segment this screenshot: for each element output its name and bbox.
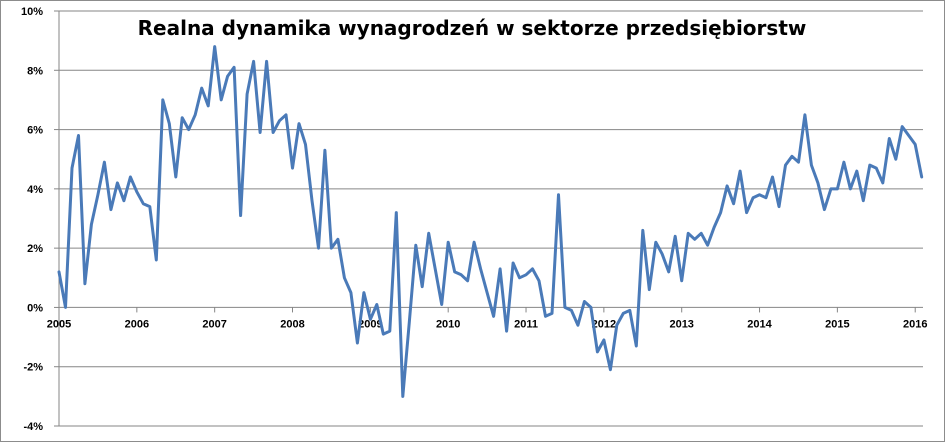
y-tick-label: 0% — [27, 302, 43, 314]
y-tick-label: 2% — [27, 243, 43, 255]
x-tick-label: 2009 — [358, 318, 382, 330]
y-tick-label: -4% — [23, 421, 43, 433]
x-tick-label: 2005 — [47, 318, 71, 330]
series-layer — [57, 45, 924, 398]
x-tick-label: 2013 — [669, 318, 693, 330]
x-tick-label: 2007 — [202, 318, 226, 330]
y-tick-label: 8% — [27, 65, 43, 77]
x-tick-label: 2008 — [280, 318, 304, 330]
y-tick-label: 4% — [27, 184, 43, 196]
x-tick-label: 2011 — [514, 318, 538, 330]
axes — [54, 10, 923, 427]
x-tick-label: 2014 — [747, 318, 772, 330]
x-tick-label: 2015 — [825, 318, 849, 330]
x-tick-label: 2016 — [903, 318, 927, 330]
series-line — [57, 45, 924, 398]
y-tick-labels: 10% 8% 6% 4% 2% 0% -2% -4% — [21, 6, 43, 433]
chart-title: Realna dynamika wynagrodzeń w sektorze p… — [138, 16, 807, 40]
x-tick-label: 2012 — [592, 318, 616, 330]
y-tick-label: -2% — [23, 362, 43, 374]
y-tick-label: 6% — [27, 125, 43, 137]
gridlines — [59, 10, 923, 427]
x-tick-labels: 2005 2006 2007 2008 2009 2010 2011 2012 2013 2014… — [47, 318, 928, 330]
x-tick-label: 2010 — [436, 318, 460, 330]
y-tick-label: 10% — [21, 6, 43, 18]
x-tick-label: 2006 — [125, 318, 149, 330]
